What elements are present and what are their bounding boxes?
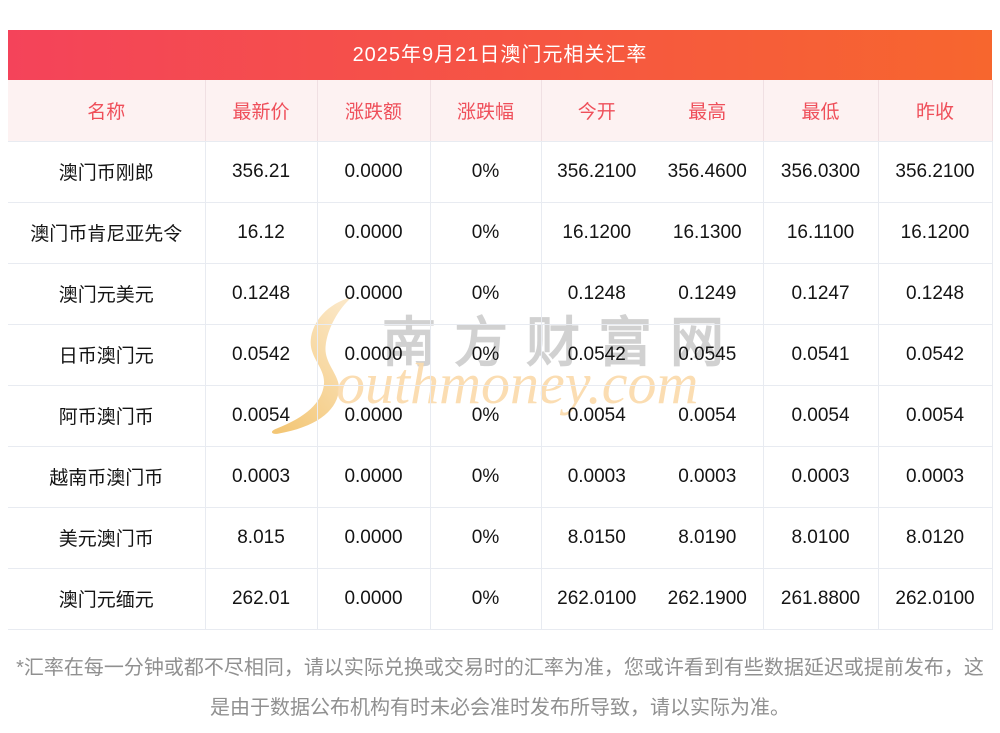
cell-change: 0.0000 — [317, 568, 431, 630]
cell-high: 262.1900 — [652, 568, 764, 630]
cell-name: 日币澳门元 — [8, 324, 206, 386]
cell-change: 0.0000 — [317, 507, 431, 569]
col-header-high: 最高 — [652, 80, 764, 142]
table-row: 澳门币肯尼亚先令 16.12 0.0000 0% 16.1200 16.1300 16.11… — [8, 202, 993, 264]
cell-pct: 0% — [430, 507, 542, 569]
cell-latest: 8.015 — [205, 507, 318, 569]
rates-table: 名称 最新价 涨跌额 涨跌幅 今开 最高 最低 昨收 澳门币刚郎 356.21 0.… — [8, 80, 993, 630]
table-row: 澳门元缅元 262.01 0.0000 0% 262.0100 262.1900 261.8… — [8, 568, 993, 630]
col-header-latest: 最新价 — [205, 80, 318, 142]
table-row: 澳门元美元 0.1248 0.0000 0% 0.1248 0.1249 0.1247 0.1… — [8, 263, 993, 325]
col-header-prev-close: 昨收 — [878, 80, 993, 142]
cell-prev: 8.0120 — [878, 507, 993, 569]
table-row: 阿币澳门币 0.0054 0.0000 0% 0.0054 0.0054 0.0054 0.0… — [8, 385, 993, 447]
rates-table-wrap: 南方财富网 outhmoney.com 名称 最新价 涨跌额 涨跌幅 今开 最高 — [8, 80, 993, 630]
cell-open: 0.0542 — [541, 324, 652, 386]
cell-latest: 0.0542 — [205, 324, 318, 386]
table-row: 越南币澳门币 0.0003 0.0000 0% 0.0003 0.0003 0.0003 0.… — [8, 446, 993, 508]
cell-latest: 16.12 — [205, 202, 318, 264]
cell-open: 262.0100 — [541, 568, 652, 630]
cell-low: 0.0003 — [763, 446, 879, 508]
cell-prev: 0.0003 — [878, 446, 993, 508]
cell-change: 0.0000 — [317, 446, 431, 508]
cell-prev: 0.0542 — [878, 324, 993, 386]
cell-low: 0.1247 — [763, 263, 879, 325]
cell-high: 0.0054 — [652, 385, 764, 447]
cell-low: 8.0100 — [763, 507, 879, 569]
cell-pct: 0% — [430, 446, 542, 508]
cell-change: 0.0000 — [317, 385, 431, 447]
cell-pct: 0% — [430, 324, 542, 386]
cell-high: 0.1249 — [652, 263, 764, 325]
table-row: 美元澳门币 8.015 0.0000 0% 8.0150 8.0190 8.0100 8.01… — [8, 507, 993, 569]
cell-low: 0.0541 — [763, 324, 879, 386]
cell-latest: 0.0054 — [205, 385, 318, 447]
col-header-low: 最低 — [763, 80, 879, 142]
cell-high: 0.0003 — [652, 446, 764, 508]
cell-name: 澳门元缅元 — [8, 568, 206, 630]
cell-prev: 356.2100 — [878, 141, 993, 203]
cell-high: 356.4600 — [652, 141, 764, 203]
cell-latest: 262.01 — [205, 568, 318, 630]
cell-open: 0.0054 — [541, 385, 652, 447]
cell-name: 澳门币肯尼亚先令 — [8, 202, 206, 264]
cell-low: 356.0300 — [763, 141, 879, 203]
cell-latest: 0.1248 — [205, 263, 318, 325]
cell-open: 0.0003 — [541, 446, 652, 508]
cell-open: 8.0150 — [541, 507, 652, 569]
cell-name: 澳门元美元 — [8, 263, 206, 325]
cell-latest: 356.21 — [205, 141, 318, 203]
cell-name: 美元澳门币 — [8, 507, 206, 569]
cell-open: 16.1200 — [541, 202, 652, 264]
cell-prev: 0.0054 — [878, 385, 993, 447]
col-header-open: 今开 — [541, 80, 652, 142]
cell-open: 0.1248 — [541, 263, 652, 325]
disclaimer-text: *汇率在每一分钟或都不尽相同，请以实际兑换或交易时的汇率为准，您或许看到有些数据… — [16, 656, 984, 719]
cell-high: 8.0190 — [652, 507, 764, 569]
cell-low: 0.0054 — [763, 385, 879, 447]
cell-change: 0.0000 — [317, 324, 431, 386]
cell-open: 356.2100 — [541, 141, 652, 203]
table-title-bar: 2025年9月21日澳门元相关汇率 — [8, 30, 992, 80]
cell-pct: 0% — [430, 263, 542, 325]
table-title: 2025年9月21日澳门元相关汇率 — [352, 44, 648, 66]
col-header-name: 名称 — [8, 80, 206, 142]
cell-change: 0.0000 — [317, 202, 431, 264]
cell-prev: 262.0100 — [878, 568, 993, 630]
col-header-change: 涨跌额 — [317, 80, 431, 142]
table-header-row: 名称 最新价 涨跌额 涨跌幅 今开 最高 最低 昨收 — [8, 80, 993, 142]
cell-prev: 0.1248 — [878, 263, 993, 325]
cell-pct: 0% — [430, 385, 542, 447]
cell-name: 澳门币刚郎 — [8, 141, 206, 203]
cell-change: 0.0000 — [317, 263, 431, 325]
cell-low: 16.1100 — [763, 202, 879, 264]
rates-panel: 2025年9月21日澳门元相关汇率 南方财富网 outhmoney.com — [8, 30, 993, 728]
col-header-change-pct: 涨跌幅 — [430, 80, 542, 142]
cell-pct: 0% — [430, 141, 542, 203]
cell-pct: 0% — [430, 202, 542, 264]
table-row: 澳门币刚郎 356.21 0.0000 0% 356.2100 356.4600 356.0… — [8, 141, 993, 203]
cell-latest: 0.0003 — [205, 446, 318, 508]
cell-change: 0.0000 — [317, 141, 431, 203]
cell-pct: 0% — [430, 568, 542, 630]
cell-high: 16.1300 — [652, 202, 764, 264]
cell-high: 0.0545 — [652, 324, 764, 386]
cell-name: 越南币澳门币 — [8, 446, 206, 508]
cell-prev: 16.1200 — [878, 202, 993, 264]
table-row: 日币澳门元 0.0542 0.0000 0% 0.0542 0.0545 0.0541 0.0… — [8, 324, 993, 386]
cell-name: 阿币澳门币 — [8, 385, 206, 447]
cell-low: 261.8800 — [763, 568, 879, 630]
